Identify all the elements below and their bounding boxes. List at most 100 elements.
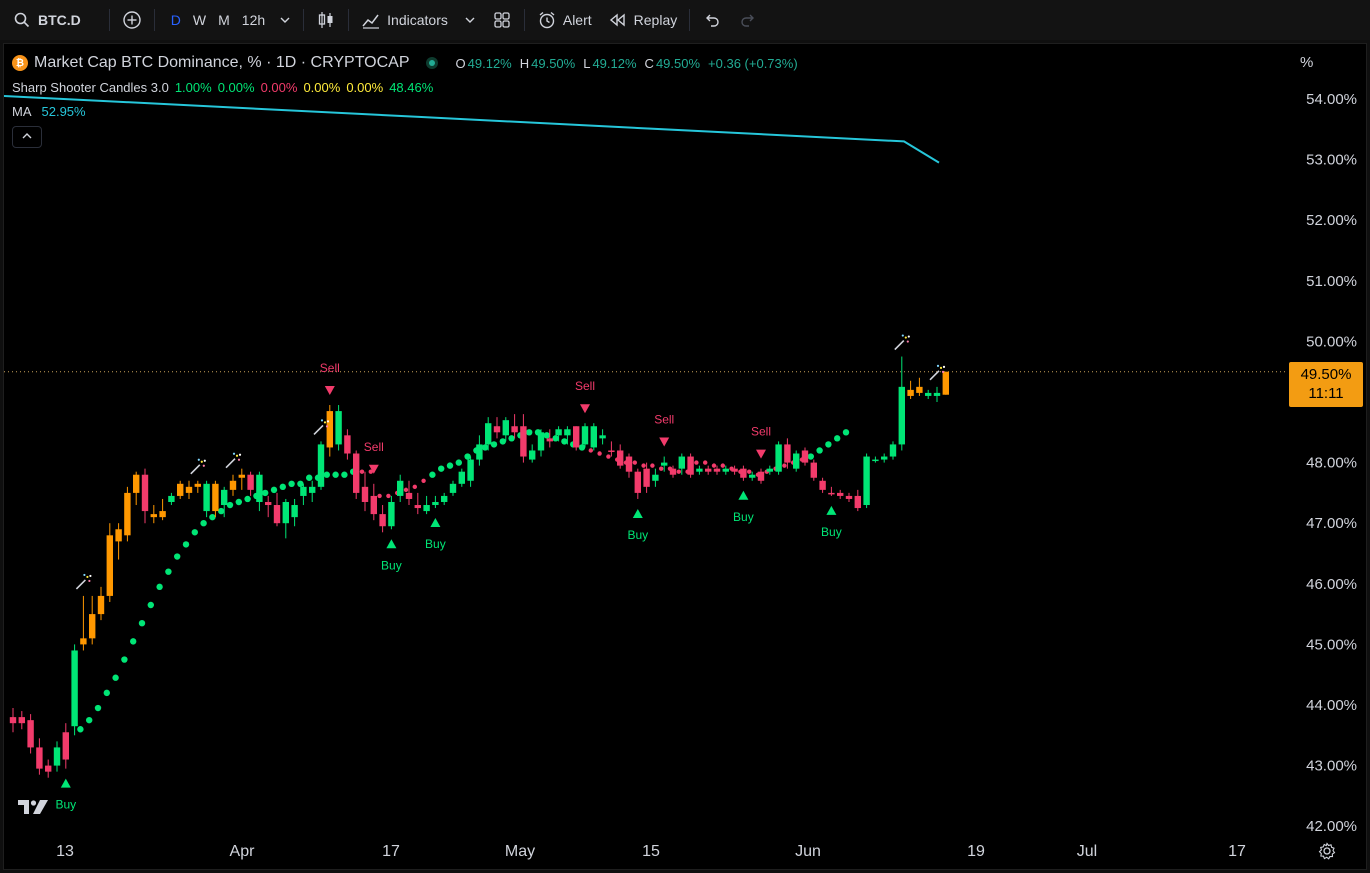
trailing-stop-down-dot bbox=[720, 463, 725, 468]
open-label: O bbox=[455, 55, 466, 71]
indicator-value-2: 0.00% bbox=[217, 79, 255, 95]
candle-body bbox=[62, 732, 69, 760]
indicators-button[interactable]: Indicators bbox=[353, 4, 456, 36]
candle-body bbox=[159, 511, 166, 518]
trailing-stop-up-dot bbox=[165, 568, 172, 575]
candle-body bbox=[449, 483, 457, 493]
trailing-stop-down-dot bbox=[412, 484, 417, 490]
symbol-title[interactable]: Market Cap BTC Dominance, % · 1D · CRYPT… bbox=[34, 54, 410, 71]
trailing-stop-up-dot bbox=[429, 471, 436, 478]
buy-signal-label: Buy bbox=[381, 558, 402, 572]
trailing-stop-up-dot bbox=[279, 483, 286, 491]
candle-body bbox=[625, 456, 633, 472]
interval-month[interactable]: M bbox=[218, 12, 230, 28]
chart-pane[interactable]: 54.00% 53.00% 52.00% 51.00% 50.00% 48.00% 47.0… bbox=[3, 43, 1367, 870]
chevron-down-icon bbox=[460, 10, 480, 30]
candle-body bbox=[687, 456, 694, 475]
candle-body bbox=[344, 435, 351, 454]
trailing-stop-down-dot bbox=[747, 469, 752, 474]
candle-body bbox=[766, 468, 773, 472]
candle-body bbox=[678, 456, 685, 469]
trailing-stop-up-dot bbox=[270, 486, 278, 494]
price-axis-tick-label: 51.00% bbox=[1306, 273, 1357, 290]
interval-dropdown[interactable] bbox=[271, 4, 299, 36]
candle-body bbox=[71, 650, 78, 727]
price-axis-tick-label: 50.00% bbox=[1306, 333, 1357, 350]
price-axis-tick-label: 42.00% bbox=[1306, 818, 1357, 835]
symbol-search[interactable]: BTC.D bbox=[4, 4, 89, 36]
trailing-stop-up-dot bbox=[121, 656, 128, 663]
candle-body bbox=[801, 450, 809, 463]
trailing-stop-down-dot bbox=[650, 463, 655, 468]
gear-icon[interactable] bbox=[1318, 842, 1336, 860]
alert-label: Alert bbox=[562, 12, 592, 28]
close-value: 49.50% bbox=[655, 55, 701, 71]
candle-body bbox=[696, 468, 703, 472]
trailing-stop-down-dot bbox=[703, 460, 708, 465]
collapse-legend-button[interactable] bbox=[12, 126, 42, 148]
trailing-stop-up-dot bbox=[174, 553, 181, 560]
undo-button[interactable] bbox=[694, 4, 730, 36]
open-value: 49.12% bbox=[467, 55, 512, 71]
interval-day[interactable]: D bbox=[170, 12, 181, 28]
candle-body bbox=[617, 450, 624, 466]
interval-12h[interactable]: 12h bbox=[241, 12, 266, 28]
trailing-stop-up-dot bbox=[323, 471, 330, 478]
price-axis-unit: % bbox=[1300, 54, 1314, 71]
buy-signal-label: Buy bbox=[627, 528, 648, 542]
candle-body bbox=[889, 444, 897, 457]
buy-signal-label: Buy bbox=[55, 798, 76, 812]
trailing-stop-up-dot bbox=[138, 619, 146, 627]
replay-button[interactable]: Replay bbox=[600, 4, 686, 36]
indicators-dropdown[interactable] bbox=[456, 4, 484, 36]
price-axis-tick-label: 43.00% bbox=[1306, 758, 1357, 775]
symbol-legend-row: ₿ Market Cap BTC Dominance, % · 1D · CRY… bbox=[12, 52, 800, 74]
candle-body bbox=[740, 468, 747, 478]
interval-week[interactable]: W bbox=[192, 12, 207, 28]
trailing-stop-down-dot bbox=[588, 448, 593, 453]
magic-wand-icon bbox=[75, 573, 92, 590]
trailing-stop-down-dot bbox=[368, 469, 373, 474]
alert-button[interactable]: Alert bbox=[529, 4, 600, 36]
candle-body bbox=[458, 471, 465, 484]
undo-icon bbox=[702, 10, 722, 30]
candle-body bbox=[590, 426, 597, 448]
sell-signal-label: Sell bbox=[320, 361, 340, 375]
trailing-stop-down-dot bbox=[403, 487, 409, 493]
trailing-stop-up-dot bbox=[235, 498, 242, 506]
compare-symbol-button[interactable] bbox=[114, 4, 150, 36]
candle-body bbox=[326, 411, 333, 448]
trailing-stop-down-dot bbox=[359, 469, 365, 474]
chevron-up-icon bbox=[21, 130, 33, 145]
trailing-stop-up-dot bbox=[262, 489, 269, 497]
trailing-stop-down-dot bbox=[676, 469, 681, 474]
candle-body bbox=[441, 495, 448, 502]
ma-legend-row[interactable]: MA 52.95% bbox=[12, 98, 800, 124]
candle-body bbox=[423, 505, 430, 512]
layouts-button[interactable] bbox=[484, 4, 520, 36]
trailing-stop-up-dot bbox=[288, 480, 295, 488]
last-price-value: 49.50% bbox=[1300, 366, 1352, 383]
indicator-value-1: 1.00% bbox=[174, 79, 212, 95]
sell-signal-arrow bbox=[756, 449, 766, 459]
sell-signal-arrow bbox=[324, 386, 335, 396]
toolbar-divider bbox=[303, 9, 305, 31]
change-value: +0.36 (+0.73%) bbox=[708, 55, 798, 71]
market-status-icon[interactable] bbox=[425, 57, 438, 69]
candle-body bbox=[80, 638, 87, 645]
indicator-legend-row[interactable]: Sharp Shooter Candles 3.0 1.00% 0.00% 0.… bbox=[12, 76, 800, 98]
tradingview-logo[interactable] bbox=[16, 796, 52, 818]
redo-button[interactable] bbox=[730, 4, 766, 36]
candle-body bbox=[247, 474, 254, 490]
candle-body bbox=[300, 486, 307, 496]
chart-type-button[interactable] bbox=[308, 4, 344, 36]
trailing-stop-up-dot bbox=[182, 541, 190, 548]
trailing-stop-up-dot bbox=[112, 674, 119, 681]
candle-body bbox=[731, 468, 738, 472]
trailing-stop-up-dot bbox=[77, 726, 84, 733]
candle-body bbox=[863, 456, 870, 506]
trailing-stop-up-dot bbox=[94, 704, 102, 712]
candle-body bbox=[872, 459, 879, 462]
price-plot[interactable]: 54.00% 53.00% 52.00% 51.00% 50.00% 48.00% 47.0… bbox=[4, 44, 1366, 869]
candle-body bbox=[520, 426, 527, 457]
